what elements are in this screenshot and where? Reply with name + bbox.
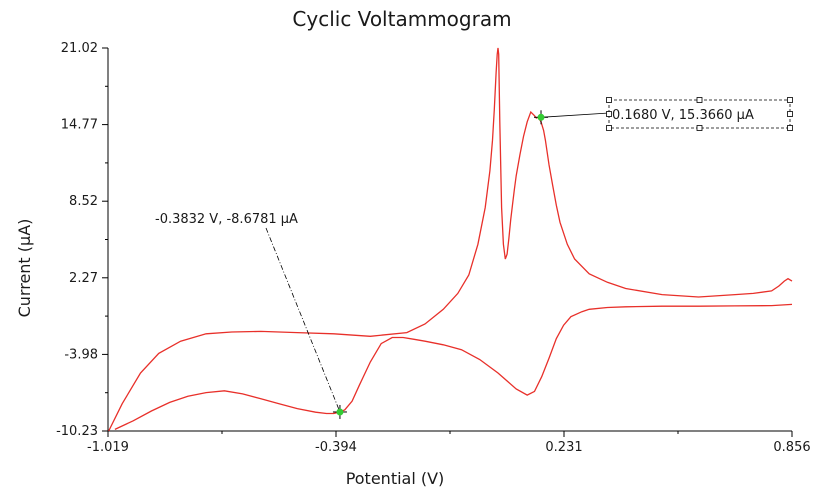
x-axis-title: Potential (V) <box>346 469 445 488</box>
resize-handle[interactable] <box>787 125 793 131</box>
data-point-marker[interactable] <box>537 113 545 121</box>
resize-handle[interactable] <box>696 97 703 103</box>
x-tick-label: -0.394 <box>315 440 357 455</box>
y-tick-label: -10.23 <box>56 424 98 439</box>
annotation-box[interactable] <box>608 99 791 129</box>
annotation-label[interactable]: -0.3832 V, -8.6781 µA <box>155 212 298 227</box>
y-axis-title: Current (µA) <box>15 219 34 318</box>
y-tick-label: 2.27 <box>69 271 98 286</box>
series-upper-line <box>108 47 793 432</box>
annotation-leader-line <box>265 227 341 413</box>
y-ticks: 21.02 14.77 8.52 2.27 -3.98 -10.23 <box>56 41 108 439</box>
resize-handle[interactable] <box>606 97 612 103</box>
resize-handle[interactable] <box>606 111 612 117</box>
x-tick-label: -1.019 <box>87 440 129 455</box>
resize-handle[interactable] <box>696 125 703 131</box>
resize-handle[interactable] <box>606 125 612 131</box>
x-ticks: -1.019 -0.394 0.231 0.856 <box>87 431 811 455</box>
x-tick-label: 0.856 <box>773 440 810 455</box>
annotation-label[interactable]: 0.1680 V, 15.3660 µA <box>612 108 754 123</box>
y-tick-label: 8.52 <box>69 194 98 209</box>
x-tick-label: 0.231 <box>545 440 582 455</box>
series-lower-line <box>114 303 793 430</box>
y-tick-label: -3.98 <box>64 347 98 362</box>
chart-title: Cyclic Voltammogram <box>292 7 511 31</box>
resize-handle[interactable] <box>787 97 793 103</box>
plot-area <box>108 47 793 432</box>
y-tick-label: 21.02 <box>61 41 98 56</box>
annotations: -0.3832 V, -8.6781 µA 0.1680 V, 15.3660 µ… <box>155 97 793 419</box>
annotation-leader-line <box>540 112 610 118</box>
y-tick-label: 14.77 <box>61 118 98 133</box>
data-point-marker[interactable] <box>336 408 344 416</box>
resize-handle[interactable] <box>787 111 793 117</box>
